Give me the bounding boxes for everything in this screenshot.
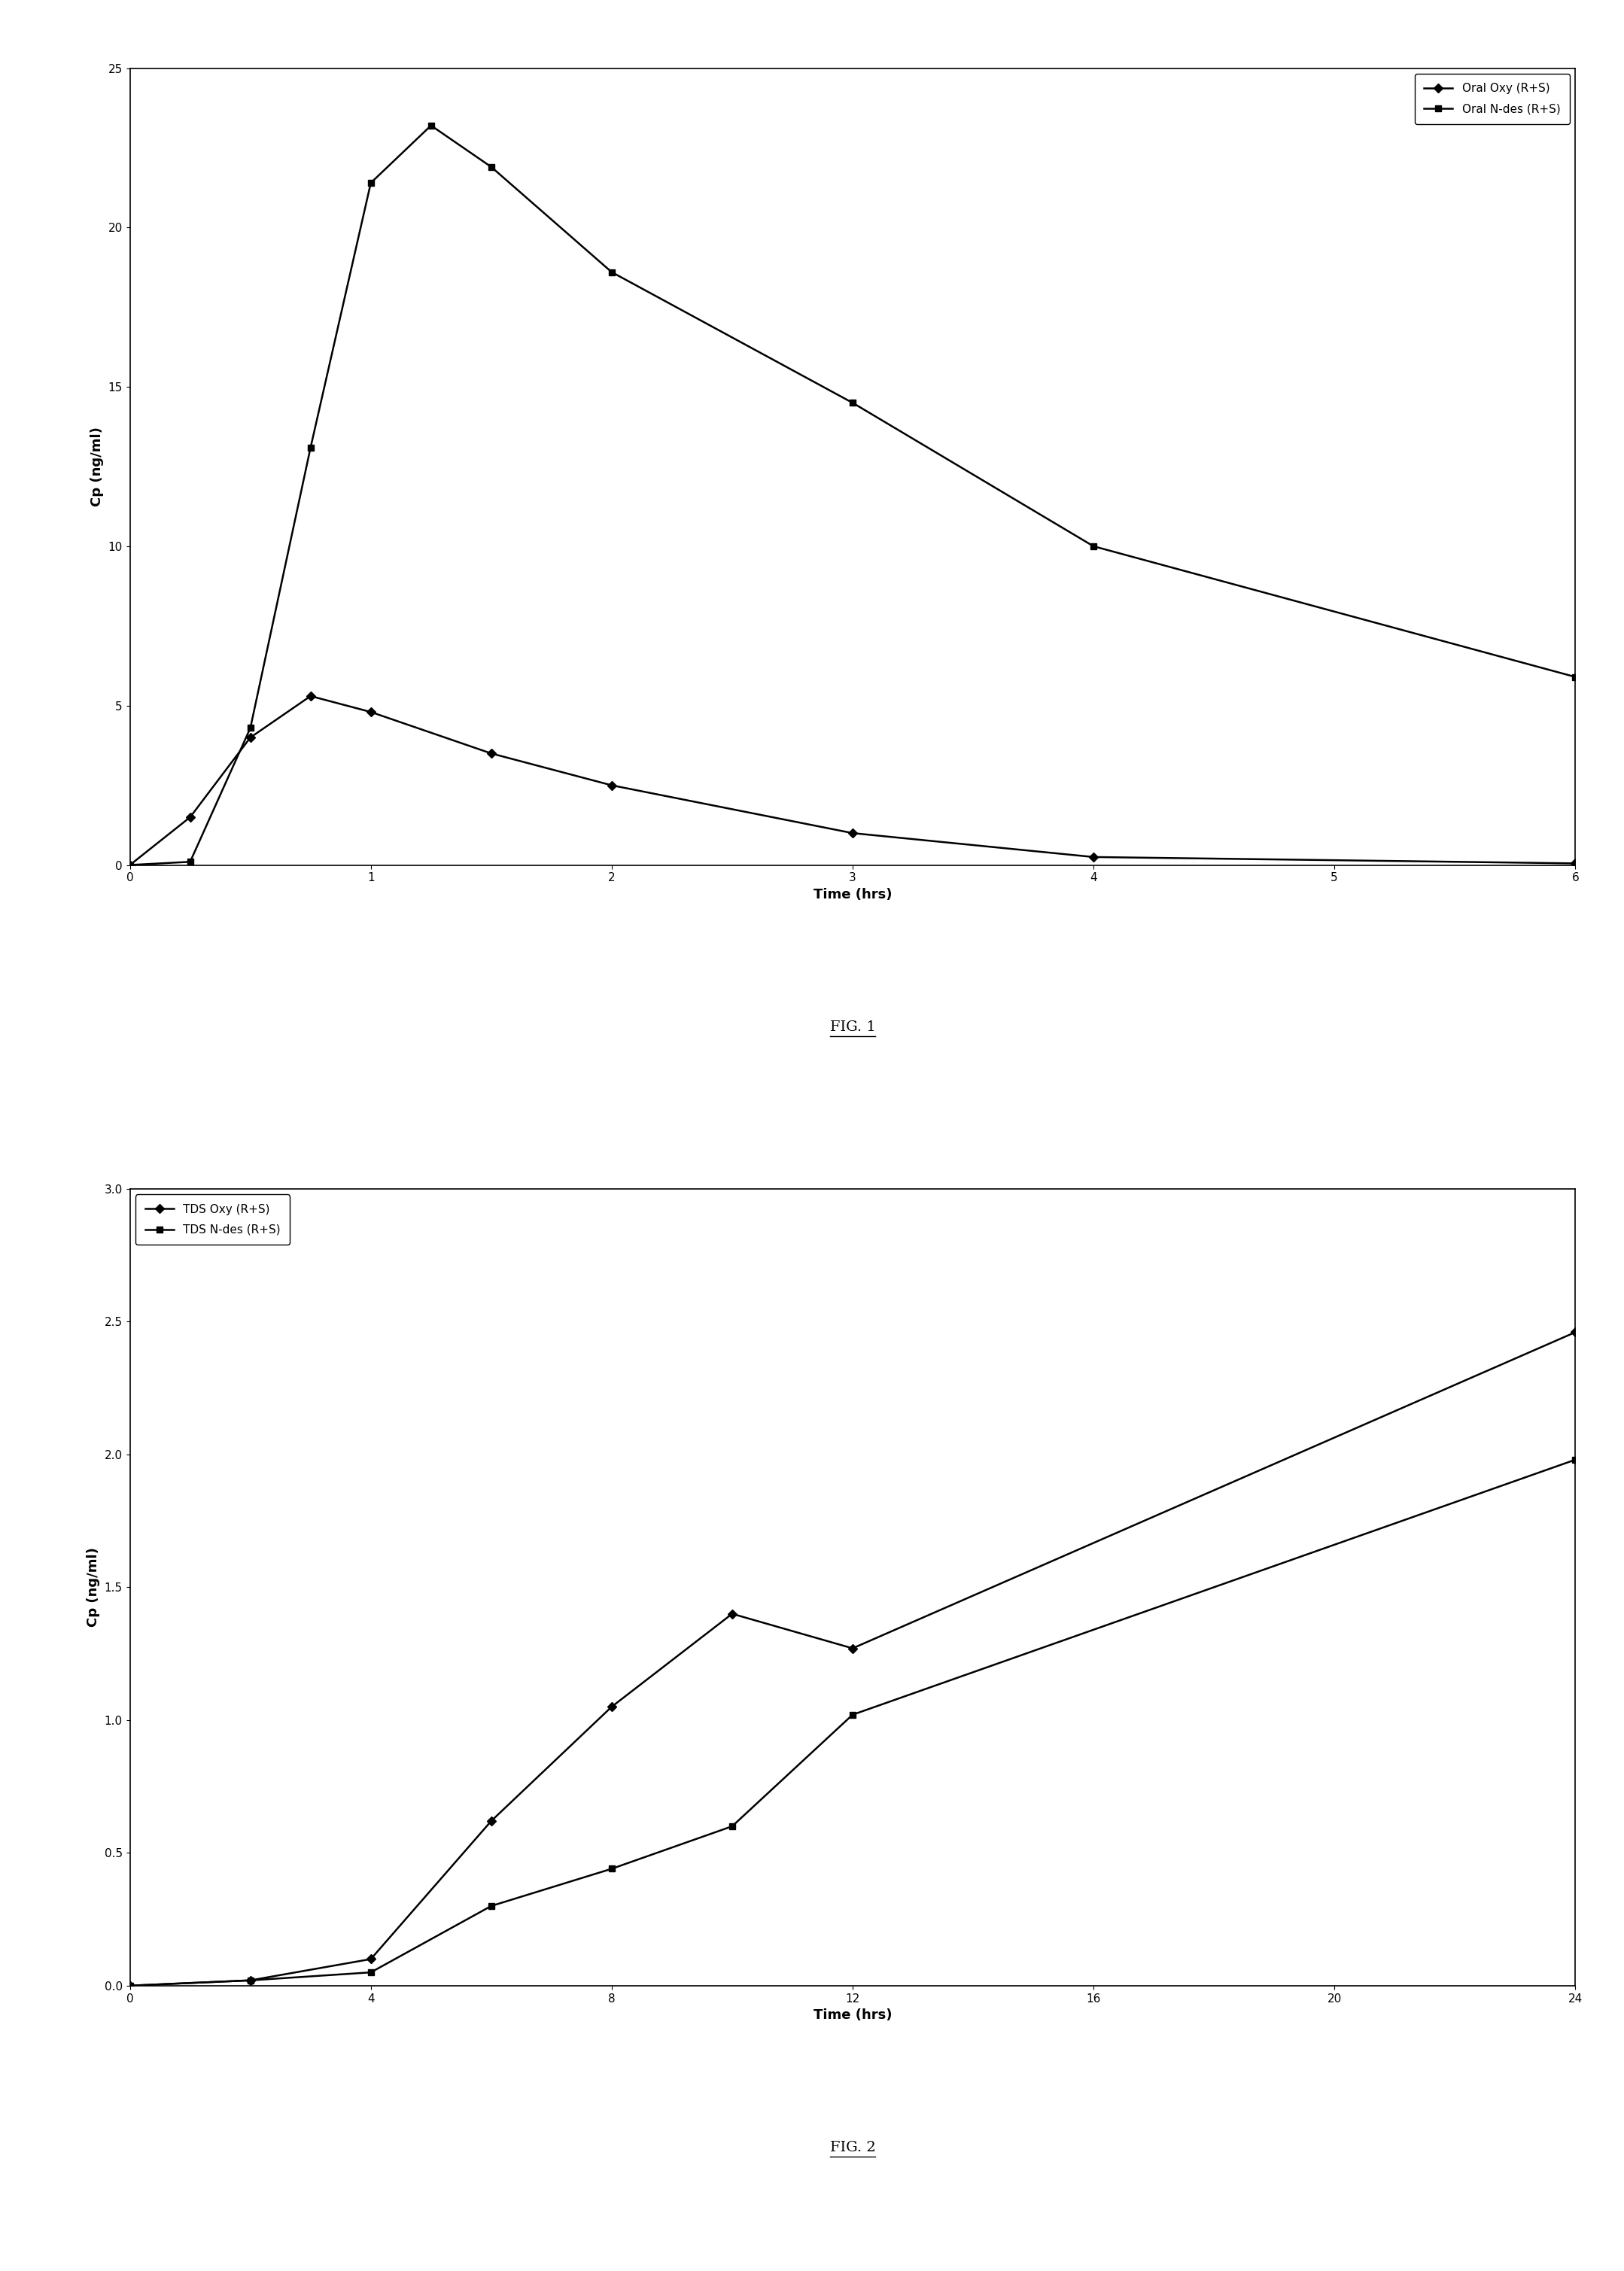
Oral Oxy (R+S) [1083, 843, 1103, 870]
TDS N-des (R+S) [843, 1701, 862, 1728]
TDS N-des (R+S) [723, 1812, 742, 1840]
Oral Oxy (R+S) [120, 852, 140, 879]
Oral Oxy (R+S) [180, 804, 200, 831]
Oral Oxy (R+S) [240, 724, 260, 752]
Text: FIG. 2: FIG. 2 [830, 2142, 875, 2155]
Oral N-des (R+S) [180, 847, 200, 874]
TDS Oxy (R+S) [843, 1635, 862, 1662]
Oral Oxy (R+S) [603, 772, 622, 799]
Oral N-des (R+S) [603, 259, 622, 286]
Line: TDS Oxy (R+S): TDS Oxy (R+S) [127, 1329, 1579, 1989]
Oral Oxy (R+S) [361, 699, 380, 727]
Oral Oxy (R+S) [481, 740, 500, 768]
Legend: Oral Oxy (R+S), Oral N-des (R+S): Oral Oxy (R+S), Oral N-des (R+S) [1415, 75, 1569, 125]
Line: Oral N-des (R+S): Oral N-des (R+S) [127, 123, 1579, 868]
Oral N-des (R+S) [1566, 663, 1585, 690]
Oral N-des (R+S) [1083, 534, 1103, 561]
Oral Oxy (R+S) [843, 820, 862, 847]
TDS Oxy (R+S) [1566, 1319, 1585, 1347]
X-axis label: Time (hrs): Time (hrs) [814, 2008, 892, 2021]
X-axis label: Time (hrs): Time (hrs) [814, 888, 892, 902]
Oral N-des (R+S) [421, 111, 440, 139]
Oral Oxy (R+S) [300, 681, 320, 709]
Oral Oxy (R+S) [1566, 849, 1585, 877]
TDS Oxy (R+S) [723, 1601, 742, 1628]
Text: FIG. 1: FIG. 1 [830, 1020, 875, 1033]
Line: TDS N-des (R+S): TDS N-des (R+S) [127, 1456, 1579, 1989]
Oral N-des (R+S) [120, 852, 140, 879]
TDS N-des (R+S) [481, 1892, 500, 1919]
TDS N-des (R+S) [120, 1971, 140, 1998]
TDS N-des (R+S) [240, 1967, 260, 1994]
Oral N-des (R+S) [843, 388, 862, 416]
Oral N-des (R+S) [240, 715, 260, 743]
Line: Oral Oxy (R+S): Oral Oxy (R+S) [127, 693, 1579, 868]
TDS Oxy (R+S) [240, 1967, 260, 1994]
Legend: TDS Oxy (R+S), TDS N-des (R+S): TDS Oxy (R+S), TDS N-des (R+S) [136, 1195, 289, 1245]
TDS Oxy (R+S) [603, 1694, 622, 1721]
TDS N-des (R+S) [603, 1855, 622, 1883]
TDS Oxy (R+S) [120, 1971, 140, 1998]
Y-axis label: Cp (ng/ml): Cp (ng/ml) [86, 1547, 101, 1626]
Oral N-des (R+S) [481, 154, 500, 182]
TDS Oxy (R+S) [361, 1946, 380, 1973]
Oral N-des (R+S) [300, 434, 320, 461]
TDS Oxy (R+S) [481, 1808, 500, 1835]
Oral N-des (R+S) [361, 170, 380, 198]
TDS N-des (R+S) [1566, 1447, 1585, 1474]
Y-axis label: Cp (ng/ml): Cp (ng/ml) [91, 427, 104, 506]
TDS N-des (R+S) [361, 1960, 380, 1987]
